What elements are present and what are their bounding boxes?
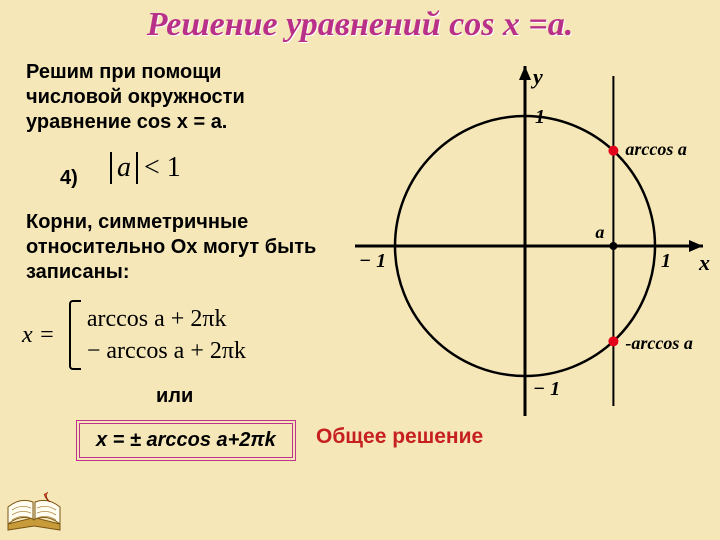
axis-label-y: y <box>533 64 543 90</box>
axis-label-x: x <box>699 250 710 276</box>
system-lhs: x = <box>22 322 55 349</box>
abs-op: < <box>144 152 160 183</box>
item-number: 4) <box>60 167 78 190</box>
system-line-1: arccos a + 2πk <box>87 303 246 335</box>
point-label-a: a <box>595 222 604 243</box>
point-label-arccos: arccos a <box>625 139 687 160</box>
system-line-2: − arccos a + 2πk <box>87 335 246 367</box>
system-equation: x = arccos a + 2πk − arccos a + 2πk <box>22 300 246 370</box>
unit-circle-diagram: y x 1 − 1 1 − 1 arccos a -arccos a a <box>340 46 710 416</box>
abs-rhs: 1 <box>167 152 181 183</box>
tick-label-yneg: − 1 <box>533 378 560 401</box>
intro-text: Решим при помощи числовой окружности ура… <box>26 60 316 135</box>
roots-text: Корни, симметричные относительно Ox могу… <box>26 210 346 285</box>
abs-var: a <box>110 152 138 184</box>
diagram-svg <box>340 46 710 416</box>
point-label-marccos: -arccos a <box>625 333 692 354</box>
tick-label-xpos: 1 <box>661 250 671 273</box>
tick-label-ypos: 1 <box>535 106 545 129</box>
or-label: или <box>156 385 193 408</box>
abs-condition: a< 1 <box>110 152 181 184</box>
book-icon <box>6 490 62 534</box>
bracket-icon <box>69 300 81 370</box>
page-title: Решение уравнений cos x =a. <box>0 6 720 44</box>
boxed-formula: x = ± arccos a+2πk <box>76 420 296 461</box>
tick-label-xneg: − 1 <box>359 250 386 273</box>
general-solution-label: Общее решение <box>316 425 483 449</box>
